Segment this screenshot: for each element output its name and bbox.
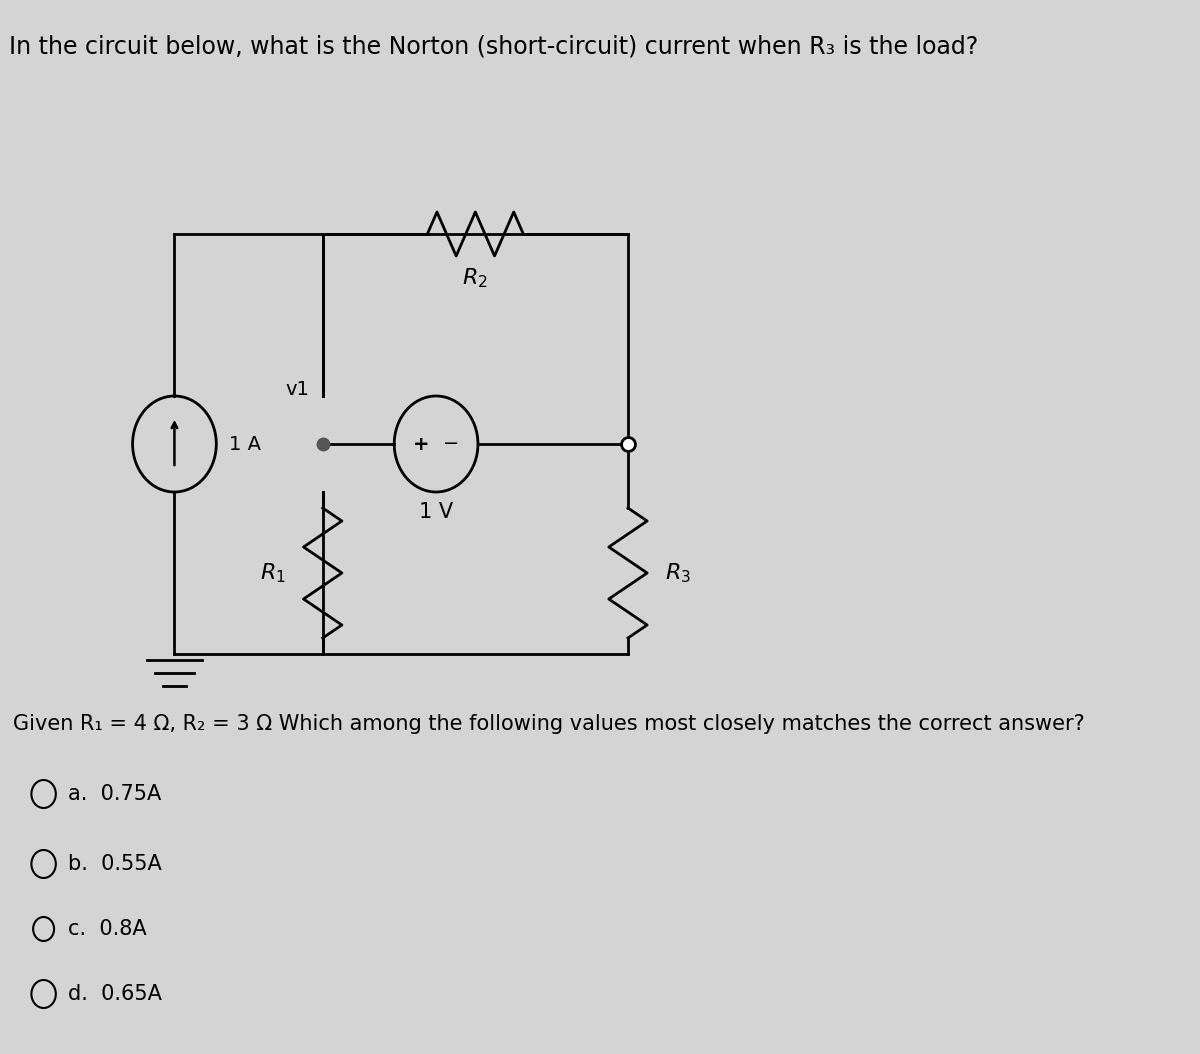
Text: +: + [413, 434, 430, 453]
Text: v1: v1 [286, 380, 310, 399]
Text: −: − [443, 434, 460, 453]
Text: In the circuit below, what is the Norton (short-circuit) current when R₃ is the : In the circuit below, what is the Norton… [8, 34, 978, 58]
Text: b.  0.55A: b. 0.55A [68, 854, 162, 874]
Text: c.  0.8A: c. 0.8A [68, 919, 146, 939]
Text: $R_3$: $R_3$ [665, 561, 690, 585]
Text: Given R₁ = 4 Ω, R₂ = 3 Ω Which among the following values most closely matches t: Given R₁ = 4 Ω, R₂ = 3 Ω Which among the… [13, 714, 1085, 734]
Text: $R_2$: $R_2$ [462, 266, 488, 290]
Text: 1 V: 1 V [419, 502, 454, 522]
Text: 1 A: 1 A [228, 434, 260, 453]
Text: $R_1$: $R_1$ [260, 561, 286, 585]
Text: d.  0.65A: d. 0.65A [68, 984, 162, 1004]
Text: a.  0.75A: a. 0.75A [68, 784, 161, 804]
